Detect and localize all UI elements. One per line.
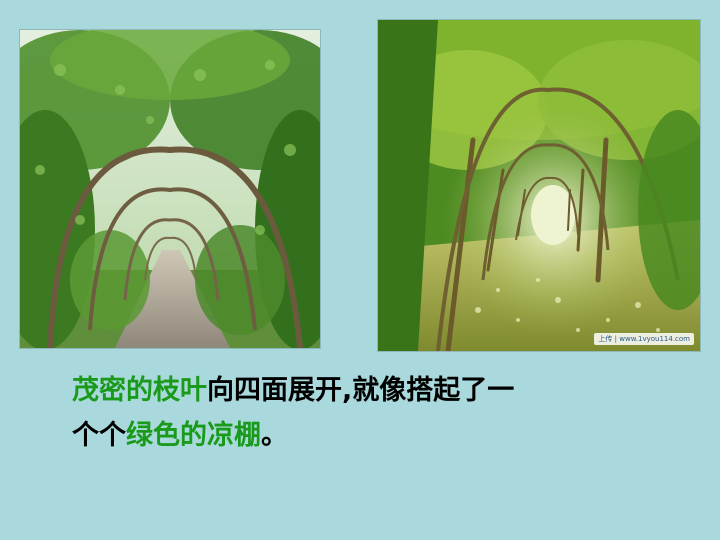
caption-punctuation: 。 (261, 420, 288, 451)
caption-text: 茂密的枝叶向四面展开,就像搭起了一 个个绿色的凉棚。 (72, 368, 672, 458)
caption-highlight: 绿色的凉棚 (126, 420, 261, 451)
image-watermark: 上传 | www.1vyou114.com (594, 333, 694, 345)
caption-line-1: 茂密的枝叶向四面展开,就像搭起了一 (72, 368, 672, 413)
caption-highlight: 茂密的枝叶 (72, 375, 207, 406)
photo-green-archway (20, 30, 320, 348)
caption-plain: 个个 (72, 420, 126, 451)
photo-vine-trellis: 上传 | www.1vyou114.com (378, 20, 700, 351)
caption-line-2: 个个绿色的凉棚。 (72, 413, 672, 458)
caption-plain: 向四面展开,就像搭起了一 (207, 375, 515, 406)
